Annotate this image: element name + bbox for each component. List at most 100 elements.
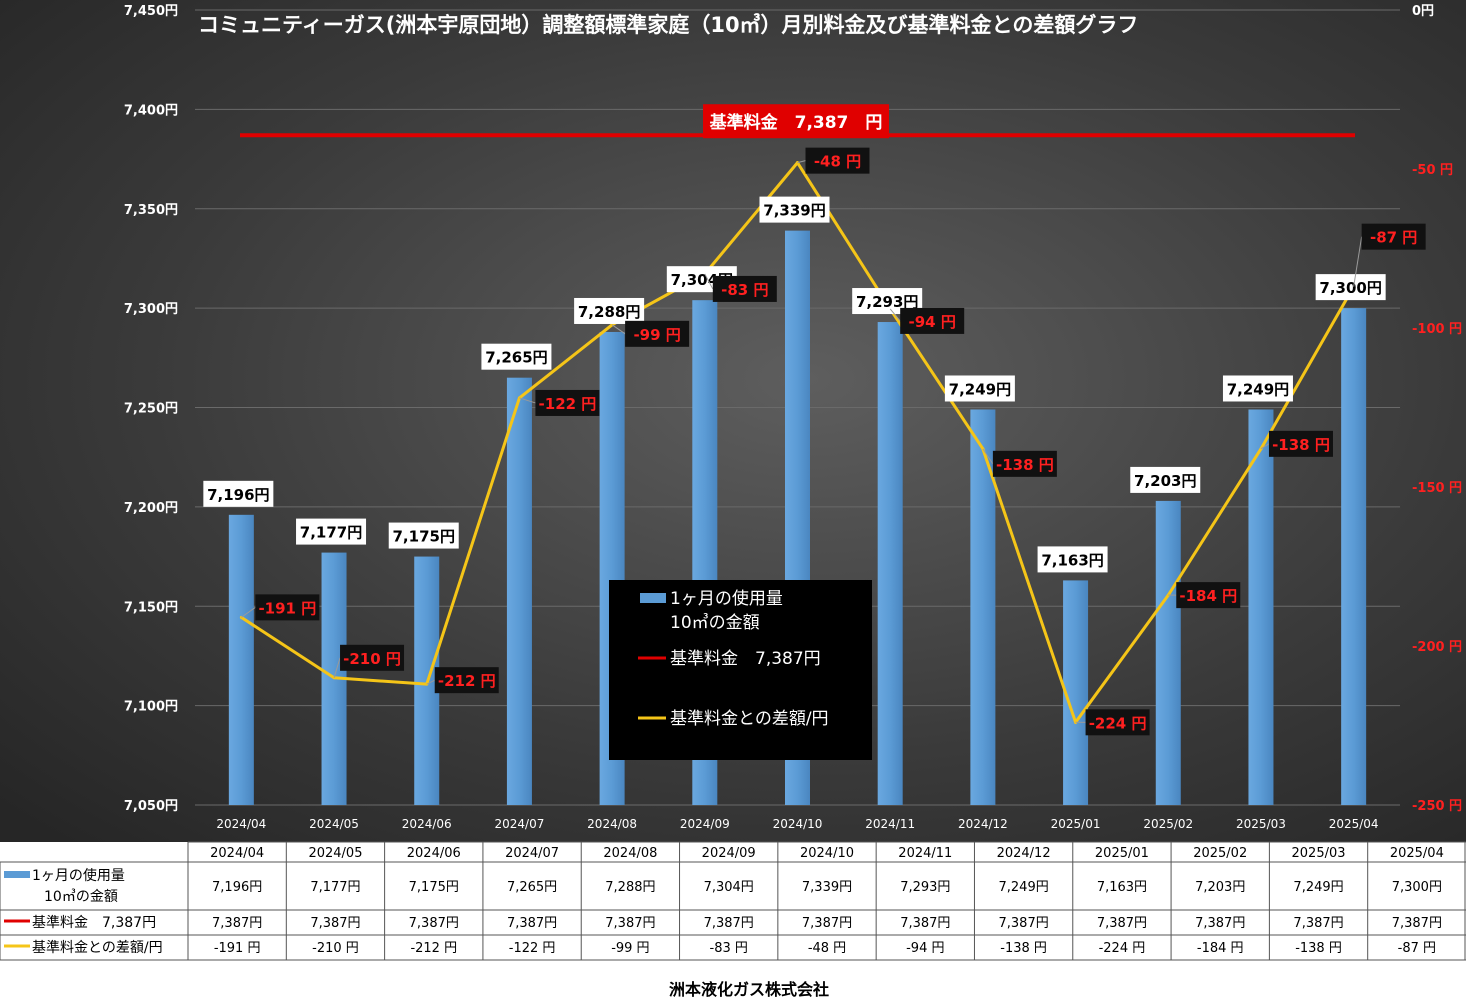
- bar-data-label: 7,339円: [763, 202, 825, 220]
- difference-label-leader: [797, 160, 806, 164]
- table-header-cell: 2024/04: [210, 846, 264, 861]
- y-left-tick-label: 7,200円: [124, 501, 178, 516]
- table-base-cell: 7,387円: [1195, 916, 1245, 931]
- table-header-cell: 2025/01: [1095, 846, 1149, 861]
- x-tick-label: 2024/10: [773, 817, 823, 831]
- bar-label-box: [574, 297, 645, 324]
- table-diff-cell: -191 円: [214, 941, 261, 956]
- y-left-tick-label: 7,350円: [124, 203, 178, 218]
- difference-label-box: [340, 644, 405, 671]
- difference-label-leader: [333, 657, 341, 678]
- bar-data-label: 7,203円: [1134, 472, 1196, 490]
- table-row-labels: 1ヶ月の使用量 10㎥の金額 基準料金 7,387円 基準料金との差額/円: [4, 867, 163, 956]
- bar-2024/07: [506, 377, 532, 805]
- table-bar-cell: 7,304円: [704, 880, 754, 895]
- y-left-tick-label: 7,100円: [124, 700, 178, 715]
- bar-2024/04: [228, 514, 254, 805]
- table-bar-cell: 7,163円: [1097, 880, 1147, 895]
- difference-label-leader: [1260, 443, 1270, 450]
- table-bar-cell: 7,265円: [507, 880, 557, 895]
- y-right-tick-label: 0円: [1412, 4, 1434, 19]
- difference-data-label: -212 円: [438, 672, 496, 690]
- y-right-tick-label: -100 円: [1412, 322, 1462, 337]
- table-row-label-base: 基準料金 7,387円: [32, 914, 156, 931]
- difference-data-label: -87 円: [1370, 229, 1417, 247]
- difference-label-leader: [519, 397, 536, 404]
- difference-data-label: -122 円: [539, 395, 597, 413]
- table-row-label-bar-2: 10㎥の金額: [44, 889, 118, 905]
- legend-box: [609, 580, 872, 760]
- table-header-cell: 2025/03: [1292, 846, 1346, 861]
- chart-title: コミュニティーガス(洲本宇原団地）調整額標準家庭（10㎥）月別料金及び基準料金と…: [198, 13, 1138, 37]
- table-columns: 2024/04 7,196円 7,387円 -191 円 2024/05 7,177円 7,…: [210, 842, 1466, 960]
- table-bar-cell: 7,249円: [1293, 880, 1343, 895]
- table-base-cell: 7,387円: [999, 916, 1049, 931]
- difference-data-label: -99 円: [633, 326, 680, 344]
- difference-label-box: [625, 320, 690, 347]
- table-base-cell: 7,387円: [1097, 916, 1147, 931]
- table-base-cell: 7,387円: [1392, 916, 1442, 931]
- table-row-label-diff: 基準料金との差額/円: [32, 939, 163, 956]
- table-header-cell: 2024/11: [898, 846, 952, 861]
- difference-data-label: -48 円: [814, 153, 861, 171]
- table-diff-cell: -138 円: [1295, 941, 1342, 956]
- x-tick-label: 2025/04: [1329, 817, 1379, 831]
- legend-bar-label-1: 1ヶ月の使用量: [670, 588, 783, 609]
- difference-label-box: [900, 307, 965, 334]
- table-diff-cell: -94 円: [906, 941, 944, 956]
- legend-base-label: 基準料金 7,387円: [670, 649, 821, 669]
- table-base-cell: 7,387円: [802, 916, 852, 931]
- bar-2025/01: [1063, 580, 1089, 805]
- table-header-cell: 2024/10: [800, 846, 854, 861]
- y-left-tick-label: 7,250円: [124, 402, 178, 417]
- table-diff-cell: -212 円: [410, 941, 457, 956]
- difference-label-box: [535, 389, 600, 416]
- y-left-tick-label: 7,400円: [124, 103, 178, 118]
- bar-2024/12: [970, 409, 996, 805]
- bar-data-label: 7,288円: [578, 303, 640, 321]
- bar-2025/04: [1341, 308, 1367, 805]
- table-bar-cell: 7,203円: [1195, 880, 1245, 895]
- x-tick-label: 2024/08: [587, 817, 637, 831]
- y-left-tick-label: 7,050円: [124, 799, 178, 814]
- y-axis-left-ticks: 7,050円 7,100円 7,150円 7,200円 7,250円 7,300円 7,35…: [124, 4, 178, 814]
- table-header-cell: 2024/05: [308, 846, 362, 861]
- bar-label-box: [944, 375, 1015, 402]
- table-bar-cell: 7,288円: [605, 880, 655, 895]
- difference-label-box: [992, 450, 1057, 477]
- difference-label-box: [434, 667, 499, 694]
- x-tick-label: 2025/03: [1236, 817, 1286, 831]
- table-base-cell: 7,387円: [605, 916, 655, 931]
- difference-label-box: [805, 147, 870, 174]
- table-header-cell: 2024/07: [505, 846, 559, 861]
- table-base-cell: 7,387円: [409, 916, 459, 931]
- difference-label-box: [1176, 582, 1241, 609]
- x-tick-label: 2024/05: [309, 817, 359, 831]
- table-base-cell: 7,387円: [900, 916, 950, 931]
- y-right-tick-label: -50 円: [1412, 163, 1453, 178]
- x-tick-label: 2024/11: [865, 817, 915, 831]
- table-diff-cell: -83 円: [710, 941, 748, 956]
- bar-data-label: 7,163円: [1041, 551, 1103, 569]
- table-base-cell: 7,387円: [310, 916, 360, 931]
- table-diff-cell: -99 円: [611, 941, 649, 956]
- table-diff-cell: -184 円: [1197, 941, 1244, 956]
- table-bar-cell: 7,300円: [1392, 880, 1442, 895]
- y-axis-right-ticks: -250 円 -200 円 -150 円 -100 円 -50 円 0円: [1412, 4, 1462, 814]
- bar-data-label: 7,265円: [485, 349, 547, 367]
- legend-diff-label: 基準料金との差額/円: [670, 709, 829, 729]
- difference-label-leader: [611, 324, 626, 335]
- table-diff-cell: -224 円: [1099, 941, 1146, 956]
- table-header-cell: 2025/02: [1193, 846, 1247, 861]
- table-diff-cell: -210 円: [312, 941, 359, 956]
- table-bar-swatch: [4, 871, 30, 878]
- bar-data-label: 7,300円: [1319, 279, 1381, 297]
- table-header-cell: 2024/08: [603, 846, 657, 861]
- table-header-cell: 2024/06: [407, 846, 461, 861]
- y-left-tick-label: 7,300円: [124, 302, 178, 317]
- table-bar-cell: 7,177円: [310, 880, 360, 895]
- bar-label-box: [481, 343, 552, 370]
- difference-data-label: -138 円: [996, 456, 1054, 474]
- table-header-cell: 2024/09: [702, 846, 756, 861]
